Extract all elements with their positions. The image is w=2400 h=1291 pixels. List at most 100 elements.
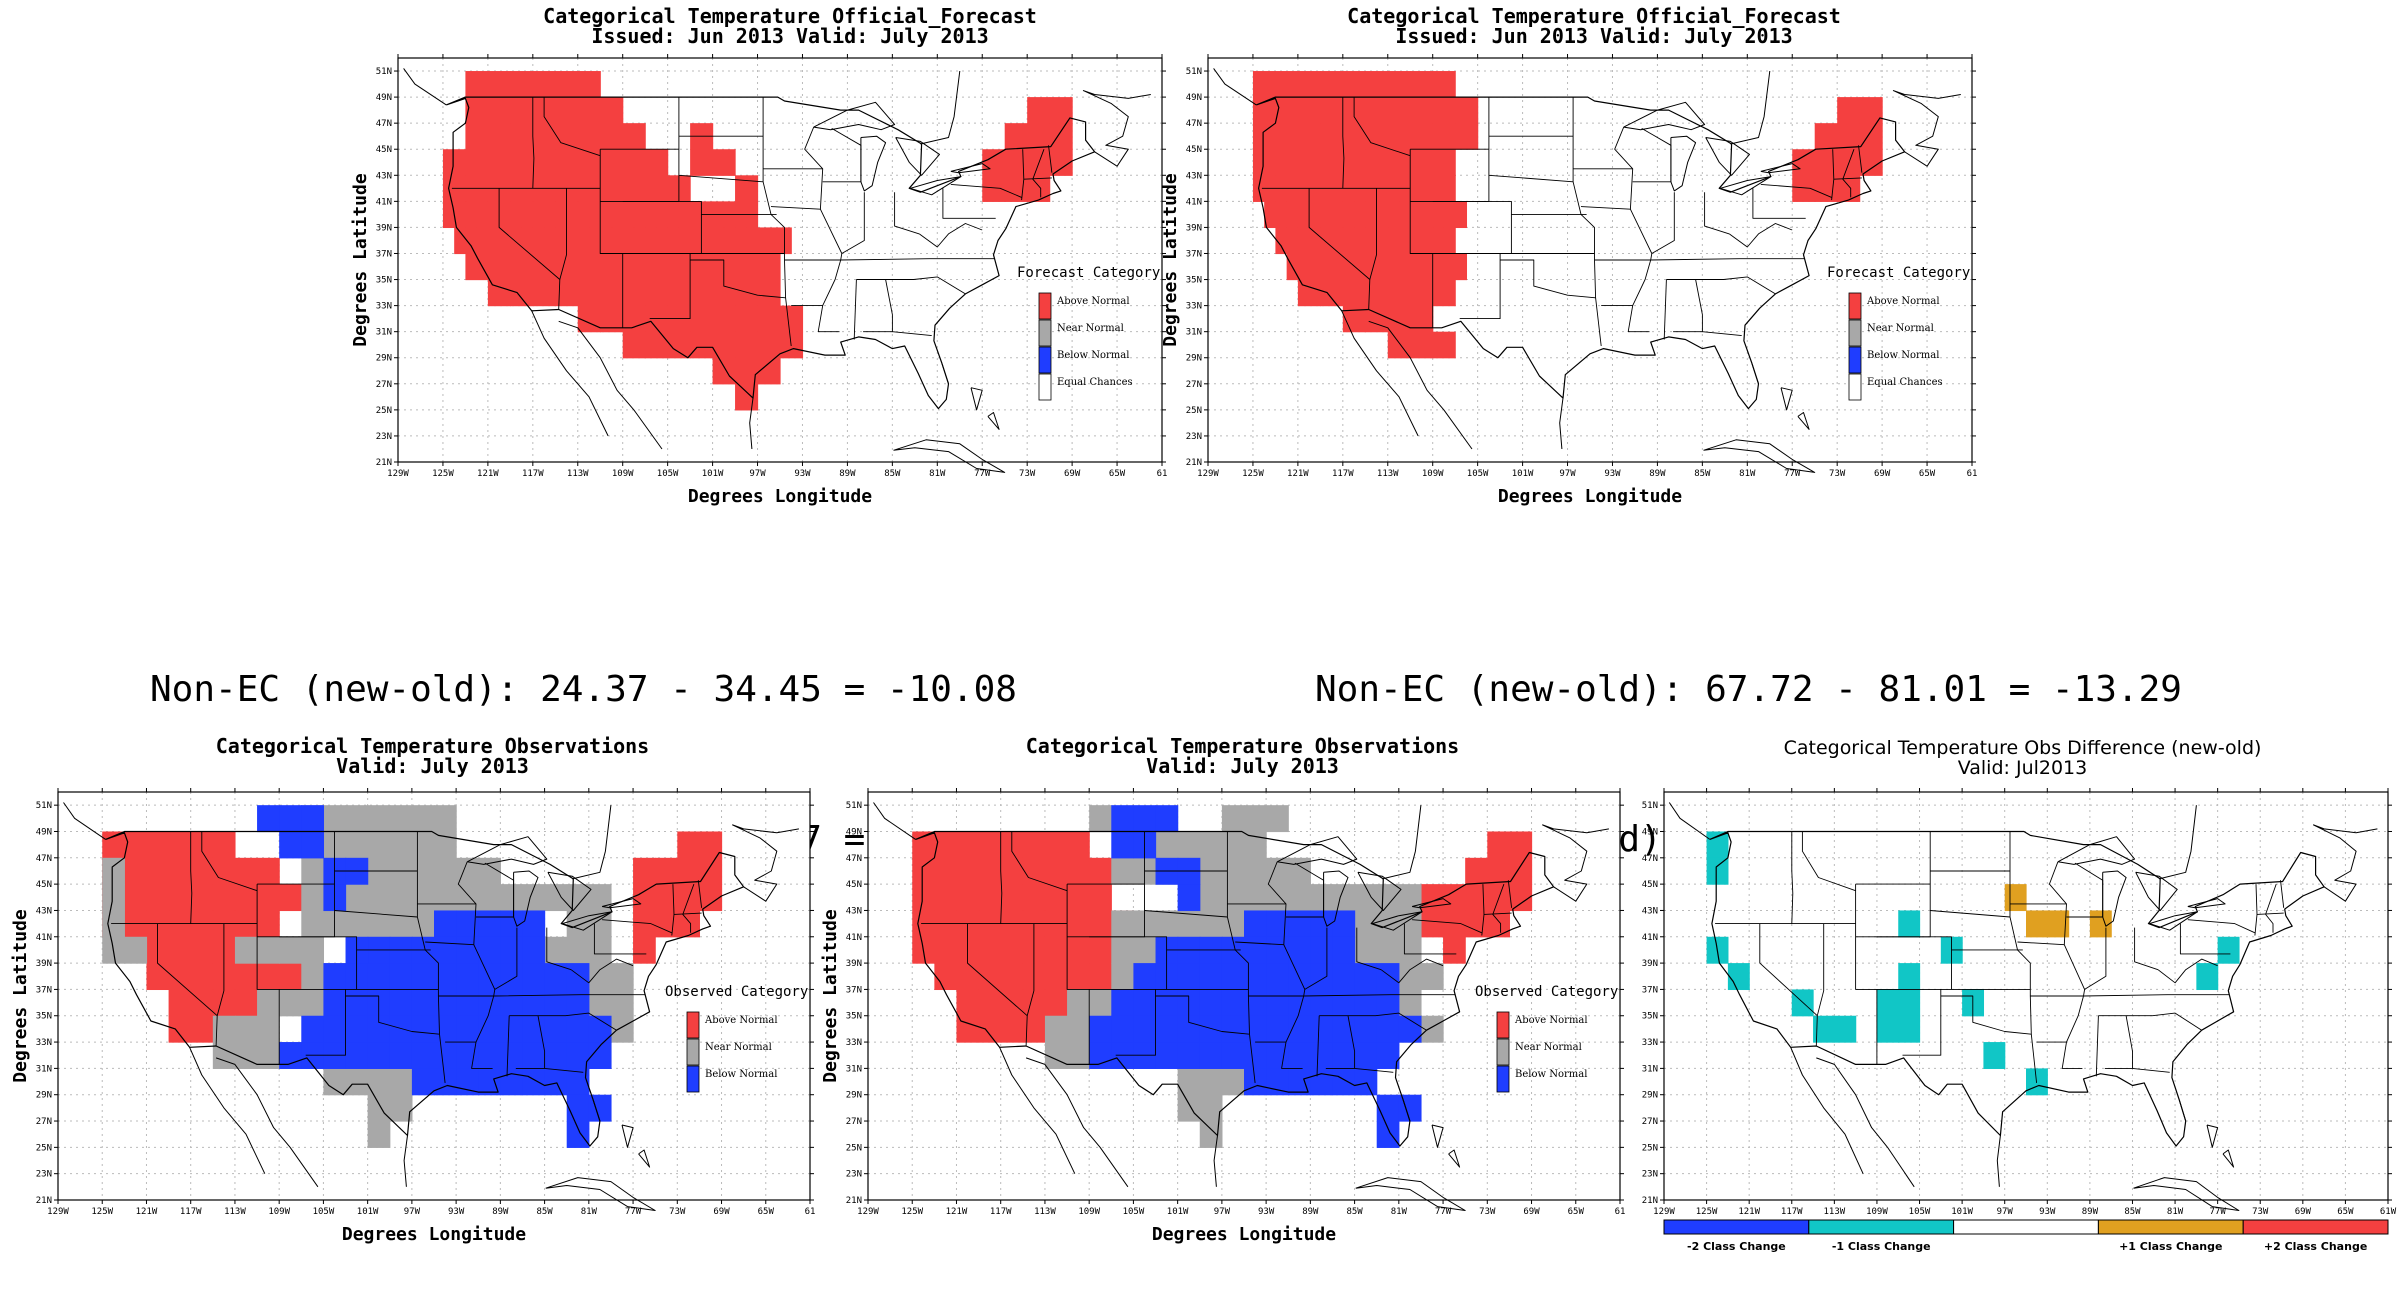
state-border (279, 936, 358, 990)
lat-tick-label: 37N (846, 985, 862, 995)
colorbar-segment (2097, 1219, 2244, 1235)
grid-cell (1177, 831, 1201, 859)
grid-cell (1089, 989, 1112, 1017)
grid-cell (1727, 963, 1750, 991)
lon-tick-label: 97W (1997, 1207, 2014, 1217)
lon-tick-label: 69W (713, 1207, 730, 1217)
grid-cell (257, 989, 280, 1017)
state-border (1902, 989, 1942, 1056)
grid-cell (168, 989, 192, 1017)
grid-cell (1067, 1042, 1090, 1069)
coastline (1790, 1047, 1864, 1174)
lon-tick-label: 81W (2167, 1207, 2184, 1217)
grid-cell (411, 989, 435, 1017)
grid-cell (389, 1015, 413, 1043)
island-outline (2206, 1124, 2219, 1148)
state-border (1412, 919, 1482, 934)
grid-cell (1834, 1015, 1857, 1043)
state-border (570, 958, 634, 984)
lat-tick-label: 51N (36, 801, 52, 811)
grid-cell (1177, 963, 1201, 991)
grid-cell (411, 1042, 435, 1069)
grid-cell (367, 1068, 391, 1096)
grid-cell (1199, 1068, 1223, 1096)
grid-cell (1177, 1094, 1201, 1122)
grid-cell (1133, 1042, 1157, 1069)
grid-cell (1111, 1015, 1135, 1043)
panel-title: Categorical Temperature Official_Forecas… (543, 4, 1037, 28)
coastline (1402, 1099, 1411, 1122)
lon-tick-label: 89W (1302, 1207, 1319, 1217)
grid-cell (1067, 831, 1090, 859)
coastline (215, 1057, 319, 1188)
grid-cell (1244, 1068, 1267, 1096)
grid-cell (1044, 1042, 1068, 1069)
grid-cell (367, 936, 391, 964)
panel-title: Categorical Temperature Observations (1025, 734, 1460, 758)
lat-tick-label: 41N (1642, 933, 1658, 943)
coastline (1816, 1057, 1915, 1188)
grid-cell (434, 936, 457, 964)
grid-cell (1133, 910, 1157, 938)
coastline (2313, 824, 2378, 902)
grid-cell (1398, 936, 1422, 964)
state-border (2187, 919, 2256, 934)
lat-tick-label: 41N (846, 933, 862, 943)
lat-tick-label: 25N (1642, 1143, 1658, 1153)
legend-label: Below Normal (1515, 1069, 1587, 1080)
state-border (1940, 995, 2032, 1035)
state-border (1267, 861, 1306, 1069)
grid-cell (1177, 910, 1201, 938)
grid-cell (544, 963, 568, 991)
state-border (1235, 941, 1284, 946)
lon-tick-label: 113W (224, 1207, 246, 1217)
grid-cell (1199, 1042, 1223, 1069)
grid-cell (1111, 910, 1135, 938)
grid-cell (544, 989, 568, 1017)
lon-tick-label: 85W (1346, 1207, 1363, 1217)
state-border (1155, 995, 1250, 1035)
grid-cell (1155, 1042, 1179, 1069)
colorbar-label: +1 Class Change (2119, 1240, 2222, 1253)
grid-cell (279, 989, 302, 1017)
grid-cell (1111, 936, 1135, 964)
grid-cell (500, 1068, 524, 1096)
grid-cell (1376, 1042, 1400, 1069)
grid-cell (978, 963, 1002, 991)
grid-cell (1000, 963, 1024, 991)
island-outline (2133, 1177, 2240, 1211)
grid-cell (1044, 963, 1068, 991)
difference-panel: Categorical Temperature Obs Difference (… (1645, 730, 2400, 778)
grid-cell (1089, 884, 1112, 912)
grid-cell (1199, 884, 1223, 912)
grid-cell (102, 831, 125, 859)
grid-cell (367, 963, 391, 991)
grid-cell (345, 936, 369, 964)
grid-cell (1376, 1015, 1400, 1043)
grid-cell (1332, 936, 1356, 964)
grid-cell (1244, 884, 1267, 912)
lon-tick-label: 121W (946, 1207, 968, 1217)
grid-cell (1332, 1015, 1356, 1043)
grid-cell (1354, 989, 1378, 1017)
grid-cell (2196, 963, 2219, 991)
grid-cell (1244, 989, 1267, 1017)
grid-cell (1044, 989, 1068, 1017)
grid-cell (1133, 989, 1157, 1017)
state-border (1089, 936, 1168, 990)
panel-subtitle: Issued: Jun 2013 Valid: July 2013 (591, 24, 989, 48)
grid-cell (1133, 1042, 1157, 1069)
grid-cell (1221, 831, 1245, 859)
grid-cell (1266, 1068, 1289, 1096)
lon-tick-label: 81W (1391, 1207, 1408, 1217)
coastline (2178, 1099, 2187, 1122)
grid-cell (1089, 936, 1112, 964)
lon-tick-label: 117W (990, 1207, 1012, 1217)
lat-tick-label: 27N (846, 1117, 862, 1127)
grid-cell (1221, 936, 1245, 964)
grid-cell (1133, 857, 1157, 885)
grid-cell (124, 936, 148, 964)
grid-cell (1000, 989, 1024, 1017)
grid-cell (411, 963, 435, 991)
lon-tick-label: 129W (857, 1207, 879, 1217)
